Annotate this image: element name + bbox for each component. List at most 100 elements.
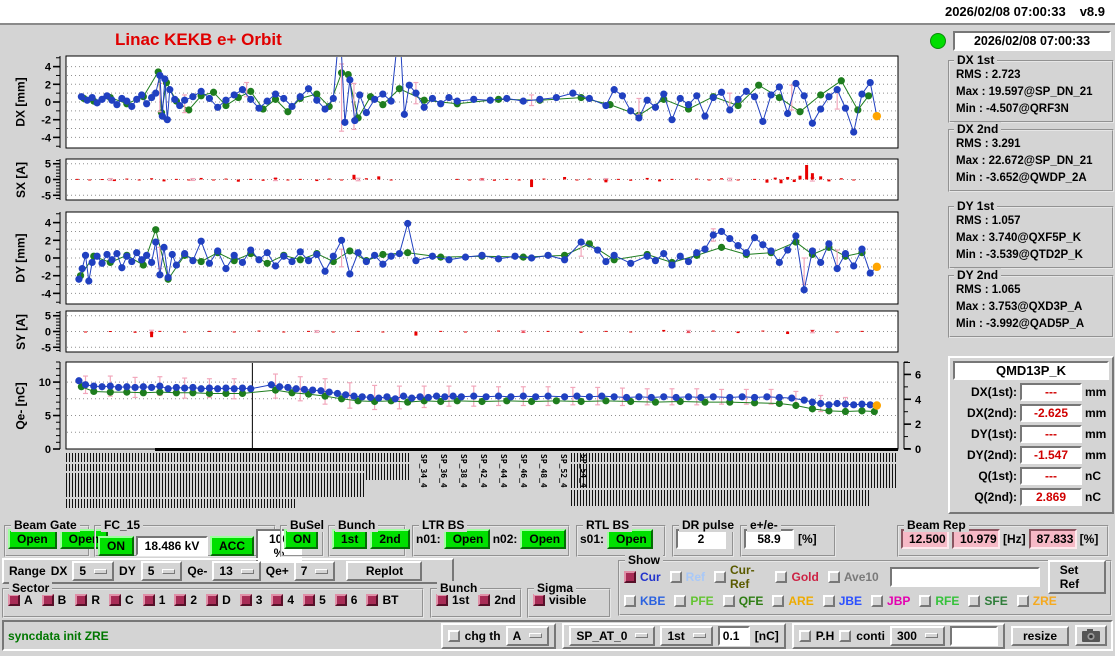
range-dx-select[interactable]: 5 [72, 561, 115, 581]
top-titlebar: 2026/02/08 07:00:33 v8.9 [0, 0, 1115, 25]
sector-checkbox-3[interactable] [239, 594, 252, 606]
show-checkbox-kbe[interactable] [624, 595, 636, 607]
stats-panel: DX 1st RMS : 2.723 Max : 19.597@SP_DN_21 Mi… [948, 53, 1114, 344]
beam-gate-open-button-2[interactable]: Open [59, 529, 109, 549]
ylabel-dx: DX [mm] [14, 77, 28, 127]
conti-checkbox[interactable] [839, 629, 852, 642]
sector-label-b: B [57, 593, 67, 607]
extra-input[interactable] [949, 625, 998, 646]
sector-label-r: R [91, 593, 101, 607]
sector-checkbox-4[interactable] [271, 594, 284, 606]
show-checkbox-sfe[interactable] [968, 595, 981, 607]
show-checkbox-are[interactable] [772, 595, 785, 607]
bunch-1st-button[interactable]: 1st [332, 529, 368, 549]
chg-th-checkbox[interactable] [447, 629, 460, 642]
control-row-1: Beam Gate Open Open FC_15 ON 18.486 kV A… [0, 517, 1115, 563]
ltr-n02-open-button[interactable]: Open [520, 529, 567, 549]
chart-qe[interactable]: 10506420Qe+ [nC] [39, 361, 977, 456]
fc15-group: FC_15 ON 18.486 kV ACC 100 % [94, 518, 302, 563]
sector-checkbox-6[interactable] [334, 594, 347, 606]
bunch-checkbox-2nd[interactable] [478, 594, 491, 606]
show-checkbox-qfe[interactable] [722, 595, 735, 607]
show-checkbox-ref[interactable] [669, 570, 682, 583]
show-checkbox-rfe[interactable] [919, 595, 932, 607]
monitor-row-label: Q(1st): [978, 469, 1017, 483]
stat-row: RMS : 1.065 [956, 284, 1021, 296]
bunch-select[interactable]: 1st [660, 625, 713, 646]
option-menu-icon [315, 568, 329, 574]
busel-on-button[interactable]: ON [284, 529, 318, 549]
chart-sx[interactable]: 5 0 -5 [40, 158, 908, 202]
bpm-label-texture [571, 490, 871, 506]
show-label-ave10: Ave10 [843, 569, 879, 584]
show-checkbox-ave10[interactable] [827, 570, 840, 583]
stat-box-title: DX 1st [954, 53, 998, 67]
sp-at-select[interactable]: SP_AT_0 [569, 625, 656, 646]
sector-checkbox-5[interactable] [303, 594, 316, 606]
chart-dx[interactable]: 4 2 0 -2 -4 [40, 55, 908, 149]
sector-checkbox-a[interactable] [8, 594, 20, 606]
ltr-n01-open-button[interactable]: Open [443, 529, 490, 549]
resize-button[interactable]: resize [1010, 625, 1069, 646]
monitor-row: DY(1st): --- mm [953, 425, 1109, 443]
bpm-label-texture [66, 464, 366, 471]
ref-name-input[interactable] [889, 566, 1040, 587]
show-checkbox-gold[interactable] [775, 570, 788, 583]
show-checkbox-zre[interactable] [1016, 595, 1029, 607]
fc15-on-button[interactable]: ON [98, 536, 134, 556]
svg-text:-4: -4 [41, 132, 52, 144]
monitor-row-value: --- [1020, 425, 1082, 443]
chg-th-select[interactable]: A [505, 625, 550, 646]
sector-checkbox-2[interactable] [174, 594, 187, 606]
show-label-jbe: JBE [838, 594, 863, 608]
show-label-zre: ZRE [1032, 594, 1057, 608]
svg-text:6: 6 [915, 369, 921, 381]
stat-box-dy-1st: DY 1st RMS : 1.057 Max : 3.740@QXF5P_K Min … [948, 199, 1114, 269]
bunch-checkbox-1st[interactable] [436, 594, 448, 606]
sector-checkbox-b[interactable] [41, 594, 54, 606]
snapshot-button[interactable] [1075, 625, 1107, 646]
rtl-s01-open-button[interactable]: Open [607, 529, 654, 549]
bunch-2nd-button[interactable]: 2nd [370, 529, 410, 549]
option-menu-icon [692, 633, 706, 638]
set-ref-button[interactable]: Set Ref [1047, 559, 1106, 594]
stat-box-dx-2nd: DX 2nd RMS : 3.291 Max : 22.672@SP_DN_21 Mi… [948, 122, 1114, 192]
sector-checkbox-bt[interactable] [366, 594, 379, 606]
bpm-label: SP_44_4 [499, 454, 508, 488]
sector-checkbox-1[interactable] [142, 594, 155, 606]
threshold-unit: [nC] [754, 628, 779, 643]
range-qem-select[interactable]: 13 [212, 561, 261, 581]
monitor-row-label: DX(2nd): [967, 406, 1017, 420]
ph-checkbox[interactable] [798, 629, 811, 642]
replot-button[interactable]: Replot [346, 561, 423, 581]
show-checkbox-cur-ref[interactable] [714, 570, 727, 583]
ph-label: P.H [815, 628, 835, 643]
sector-checkbox-d[interactable] [206, 594, 219, 606]
stat-box-dx-1st: DX 1st RMS : 2.723 Max : 19.597@SP_DN_21 Mi… [948, 53, 1114, 123]
chart-dy[interactable]: 4 2 0 -2 -4 [40, 211, 908, 305]
sector-checkbox-c[interactable] [109, 594, 122, 606]
show-label-cur-ref: Cur-Ref [730, 562, 755, 591]
fc15-acc-button[interactable]: ACC [210, 536, 254, 556]
chart-sy[interactable]: 5 0 -5 [40, 310, 908, 354]
titlebar-version: v8.9 [1079, 4, 1105, 19]
show-checkbox-jbp[interactable] [871, 595, 884, 607]
range-qep-select[interactable]: 7 [293, 561, 336, 581]
show-checkbox-cur[interactable] [624, 570, 636, 583]
svg-text:2: 2 [45, 235, 51, 247]
navg-select[interactable]: 300 [889, 625, 945, 646]
beam-gate-open-button-1[interactable]: Open [8, 529, 57, 549]
svg-text:0: 0 [915, 444, 921, 456]
range-row: Range DX 5 DY 5 Qe- 13 Qe+ 7 Replot [2, 558, 454, 584]
show-checkbox-jbe[interactable] [822, 595, 835, 607]
svg-text:0: 0 [45, 444, 51, 456]
show-label-qfe: QFE [738, 594, 764, 608]
bpm-label: SP_34_4 [419, 454, 428, 488]
show-checkbox-pfe[interactable] [674, 595, 687, 607]
titlebar-datetime: 2026/02/08 07:00:33 [944, 4, 1066, 19]
sector-checkbox-r[interactable] [75, 594, 88, 606]
range-dy-select[interactable]: 5 [140, 561, 183, 581]
sigma-checkbox-visible[interactable] [533, 594, 545, 606]
threshold-input[interactable] [717, 625, 750, 646]
monitor-name: QMD13P_K [953, 361, 1109, 380]
